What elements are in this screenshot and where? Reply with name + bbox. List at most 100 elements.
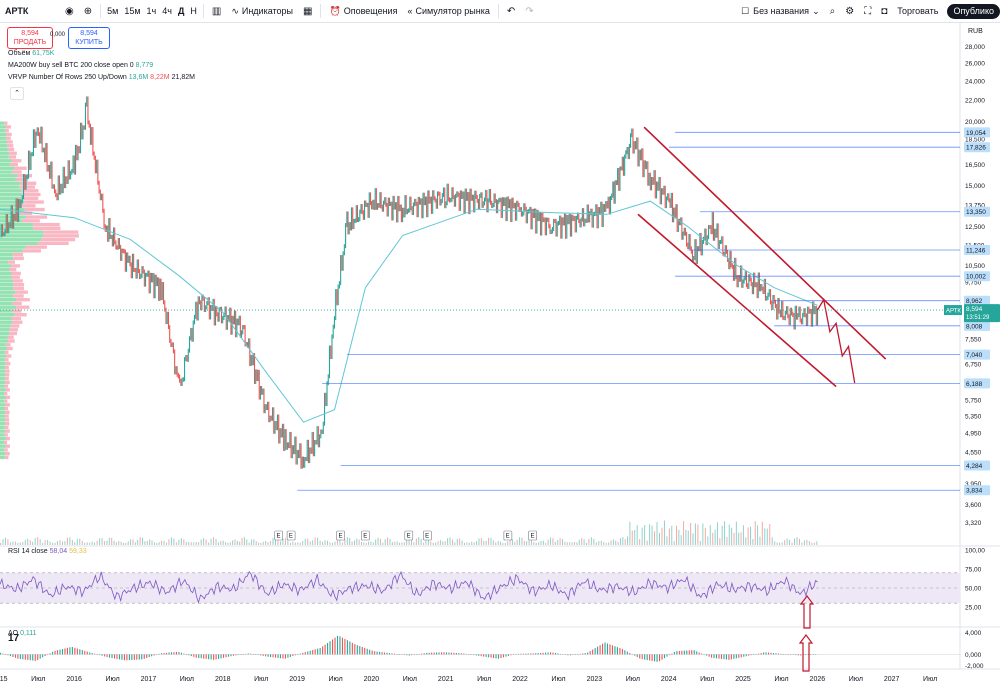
volume-bar	[351, 541, 353, 545]
volume-profile-up-bar	[0, 414, 5, 418]
ao-bar	[708, 654, 710, 657]
volume-profile-up-bar	[0, 391, 5, 396]
collapse-legend-icon[interactable]: ⌃	[10, 87, 24, 100]
eye-icon[interactable]: ◉	[65, 5, 74, 17]
timeframe-4[interactable]: Д	[177, 6, 185, 16]
volume-profile-down-bar	[5, 436, 10, 441]
volume-bar	[526, 541, 528, 545]
sell-button[interactable]: 8,594 ПРОДАТЬ	[7, 27, 53, 49]
vrvp-legend[interactable]: VRVP Number Of Rows 250 Up/Down 13,6M 8,…	[8, 74, 195, 81]
volume-bar	[528, 539, 530, 545]
fullscreen-icon[interactable]: ⛶	[864, 5, 872, 17]
candles-icon[interactable]: ▥	[211, 5, 222, 17]
volume-profile-up-bar	[0, 222, 33, 227]
buy-button[interactable]: 8,594 КУПИТЬ	[68, 27, 110, 49]
x-axis-tick-label: 2022	[512, 676, 528, 683]
volume-profile-down-bar	[5, 418, 10, 422]
settings-icon[interactable]: ⚙	[845, 5, 855, 17]
ao-bar	[453, 652, 455, 655]
ao-bar	[245, 653, 247, 655]
indicators-button[interactable]: ∿ Индикаторы	[226, 0, 298, 22]
ao-bar	[247, 653, 249, 655]
publish-button[interactable]: Опублико	[947, 3, 1000, 19]
volume-bar	[94, 542, 96, 545]
current-price-label: 8,594	[966, 306, 983, 313]
ao-bar	[626, 651, 628, 655]
volume-bar	[694, 523, 696, 545]
search-icon[interactable]: ⌕	[829, 5, 836, 17]
chart-area[interactable]: RUB28,00026,00024,00022,00020,00018,5001…	[0, 23, 1000, 686]
ao-bar	[104, 654, 106, 657]
price-tick-label: 18,500	[965, 136, 985, 143]
current-price-tag	[964, 304, 1000, 323]
level-price-tag	[964, 271, 990, 282]
volume-bar	[322, 541, 324, 545]
ao-bar	[797, 654, 799, 656]
redo-icon[interactable]: ↷	[525, 5, 534, 17]
ao-bar	[255, 654, 257, 655]
ma-legend[interactable]: MA200W buy sell BTC 200 close open 0 8,7…	[8, 62, 153, 69]
volume-bar	[220, 540, 222, 545]
volume-legend[interactable]: Объём 61,75K	[8, 50, 54, 57]
timeframe-2[interactable]: 1ч	[146, 6, 157, 16]
volume-profile-down-bar	[25, 245, 47, 249]
volume-bar	[728, 524, 730, 545]
volume-bar	[610, 540, 612, 545]
tradingview-logo: 17	[8, 633, 20, 644]
ao-bar	[391, 653, 393, 655]
ao-bar	[725, 654, 727, 660]
volume-profile-up-bar	[0, 440, 4, 445]
earnings-marker	[528, 530, 537, 541]
ao-bar	[545, 652, 547, 655]
ao-bar	[180, 652, 182, 655]
replay-button[interactable]: «Симулятор рынка	[402, 0, 494, 22]
rewind-icon: «	[407, 6, 413, 16]
ao-bar	[381, 652, 383, 655]
symbol-search[interactable]: АРТК	[5, 6, 29, 16]
ao-bar	[587, 652, 589, 655]
ao-bar	[158, 653, 160, 655]
volume-bar	[101, 538, 103, 545]
x-axis-tick-label: 2026	[810, 676, 826, 683]
ao-bar	[317, 648, 319, 655]
timeframe-1[interactable]: 15м	[124, 6, 141, 16]
volume-bar	[569, 542, 571, 545]
camera-icon[interactable]: ◘	[881, 5, 888, 17]
timeframe-3[interactable]: 4ч	[162, 6, 172, 16]
timeframe-5[interactable]: Н	[190, 6, 197, 16]
volume-bar	[483, 540, 485, 545]
ao-bar	[156, 654, 158, 655]
volume-profile-up-bar	[0, 290, 16, 294]
ao-bar	[314, 649, 316, 655]
timeframe-0[interactable]: 5м	[107, 6, 119, 16]
volume-profile-down-bar	[4, 448, 8, 452]
volume-bar	[798, 538, 800, 545]
volume-profile-down-bar	[6, 132, 12, 137]
ao-bar	[366, 648, 368, 655]
ao-bar	[379, 651, 381, 655]
ao-bar	[554, 652, 557, 655]
volume-bar	[504, 542, 506, 545]
volume-bar	[253, 539, 255, 545]
ao-legend[interactable]: AO 0,111	[8, 630, 37, 637]
volume-profile-up-bar	[0, 451, 6, 456]
channel-upper-line	[643, 126, 887, 360]
layout-button[interactable]: ☐ Без названия ⌄	[736, 0, 825, 22]
ao-bar	[639, 654, 641, 659]
earnings-marker-label: E	[425, 534, 429, 540]
undo-icon[interactable]: ↶	[506, 5, 516, 17]
ao-bar	[512, 654, 514, 655]
add-symbol-icon[interactable]: ⊕	[83, 5, 93, 17]
ao-bar	[792, 654, 794, 655]
volume-profile-up-bar	[0, 436, 6, 441]
ao-bar	[683, 650, 685, 655]
volume-profile-up-bar	[0, 328, 10, 332]
volume-bar	[289, 542, 291, 545]
rsi-legend[interactable]: RSI 14 close 58,04 59,33	[8, 548, 87, 555]
volume-bar	[675, 525, 677, 545]
ao-bar	[44, 654, 46, 656]
volume-profile-down-bar	[6, 125, 11, 129]
trade-button[interactable]: Торговать	[897, 6, 939, 16]
alerts-button[interactable]: ⏰ Оповещения	[324, 0, 402, 22]
templates-icon[interactable]: ▦	[303, 5, 313, 17]
